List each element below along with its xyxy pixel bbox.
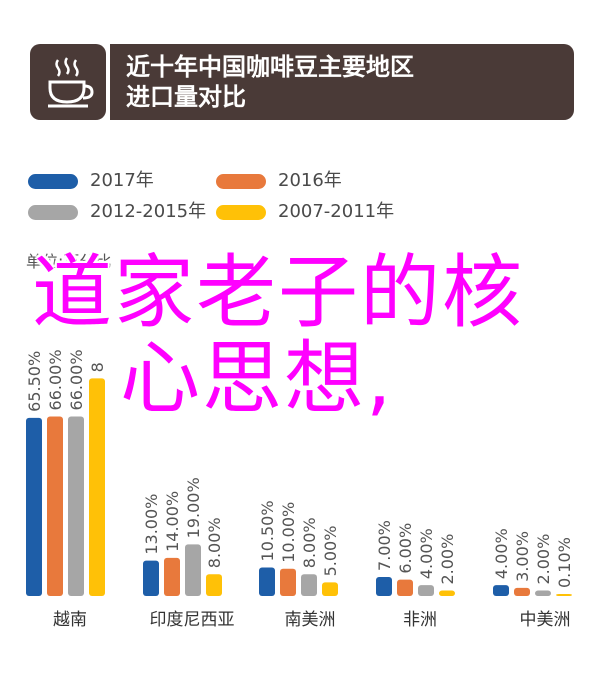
data-label-2-1: 10.00%: [279, 502, 298, 563]
bar-4-0: [493, 585, 509, 596]
chart-header: 近十年中国咖啡豆主要地区 进口量对比: [30, 44, 574, 120]
data-label-0-3: 8: [88, 362, 107, 372]
category-label-3: 非洲: [403, 610, 437, 630]
legend-label-2017: 2017年: [90, 170, 154, 191]
data-label-2-3: 5.00%: [321, 526, 340, 577]
bar-0-1: [47, 416, 63, 596]
category-label-2: 南美洲: [285, 610, 336, 630]
bar-1-1: [164, 557, 180, 596]
bar-2-1: [280, 568, 296, 596]
legend-label-2016: 2016年: [278, 170, 342, 191]
bar-3-2: [418, 585, 434, 596]
bar-4-3: [556, 594, 572, 596]
bar-3-0: [376, 576, 392, 596]
data-label-4-1: 3.00%: [513, 531, 532, 582]
data-label-1-2: 19.00%: [184, 477, 203, 538]
data-label-4-0: 4.00%: [492, 528, 511, 579]
bar-1-3: [206, 574, 222, 596]
bar-4-1: [514, 587, 530, 596]
overlay-line-2: 心思想,: [120, 332, 394, 425]
legend-label-2012-2015: 2012-2015年: [90, 201, 207, 222]
bar-0-2: [68, 416, 84, 596]
bar-2-2: [301, 574, 317, 596]
bar-1-0: [143, 560, 159, 596]
bar-4-2: [535, 590, 551, 596]
bar-0-0: [26, 417, 42, 596]
data-label-3-2: 4.00%: [417, 528, 436, 579]
data-label-0-2: 66.00%: [67, 349, 86, 410]
coffee-cup-icon: [48, 57, 94, 108]
data-label-2-2: 8.00%: [300, 517, 319, 568]
data-label-1-3: 8.00%: [205, 517, 224, 568]
legend-swatch-2016: [216, 174, 266, 189]
data-label-0-0: 65.50%: [25, 351, 44, 412]
data-label-0-1: 66.00%: [46, 349, 65, 410]
data-label-2-0: 10.50%: [258, 500, 277, 561]
data-label-1-0: 13.00%: [142, 494, 161, 555]
legend-swatch-2012-2015: [28, 205, 78, 220]
icon-box: [30, 44, 106, 120]
bar-3-1: [397, 579, 413, 596]
data-label-4-3: 0.10%: [555, 537, 574, 588]
bar-2-0: [259, 567, 275, 596]
legend-swatch-2007-2011: [216, 205, 266, 220]
title-line-1: 近十年中国咖啡豆主要地区: [126, 53, 414, 81]
data-label-4-2: 2.00%: [534, 534, 553, 585]
category-label-1: 印度尼西亚: [150, 610, 235, 630]
chart-title: 近十年中国咖啡豆主要地区 进口量对比: [110, 44, 574, 120]
category-label-0: 越南: [53, 610, 87, 630]
title-line-2: 进口量对比: [126, 83, 246, 111]
data-label-1-1: 14.00%: [163, 491, 182, 552]
data-label-3-1: 6.00%: [396, 523, 415, 574]
overlay-text: 道家老子的核 心思想,: [32, 250, 592, 422]
legend-label-2007-2011: 2007-2011年: [278, 201, 395, 222]
bar-0-3: [89, 378, 105, 596]
data-label-3-3: 2.00%: [438, 534, 457, 585]
overlay-line-1: 道家老子的核: [32, 246, 524, 339]
bar-2-3: [322, 582, 338, 596]
unit-label: 单位:百分比: [26, 252, 112, 271]
bar-3-3: [439, 590, 455, 596]
legend-swatch-2017: [28, 174, 78, 189]
bar-1-2: [185, 544, 201, 596]
data-label-3-0: 7.00%: [375, 520, 394, 571]
category-label-4: 中美洲: [520, 610, 571, 630]
